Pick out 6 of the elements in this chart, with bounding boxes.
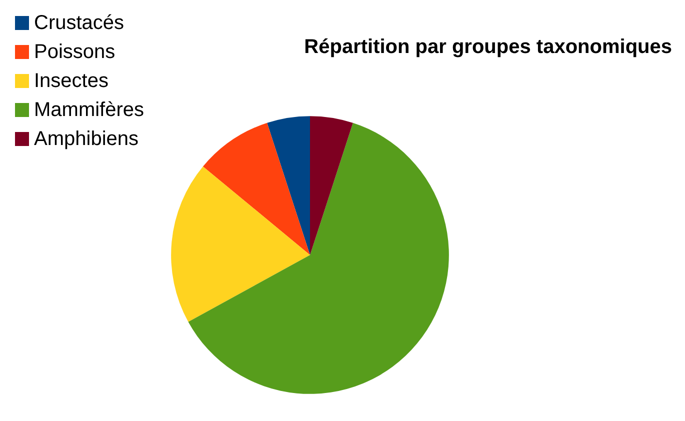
legend-label: Poissons [34,41,116,63]
text: Répartition par groupes taxonomiques [304,36,672,58]
legend-label: Crustacés [34,12,124,34]
legend-label: Mammifères [34,99,144,121]
legend-label: Insectes [34,70,108,92]
legend-label: Amphibiens [34,128,139,150]
